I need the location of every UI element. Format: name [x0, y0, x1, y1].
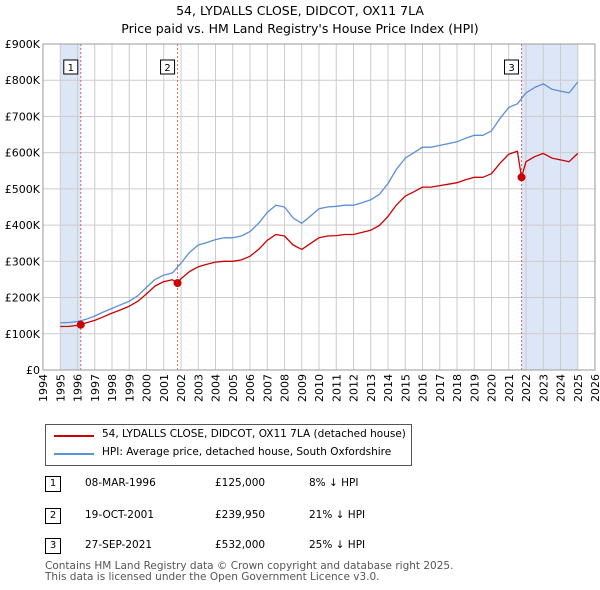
sale-date: 19-OCT-2001 [85, 509, 154, 521]
x-tick-label: 2017 [434, 374, 447, 402]
sale-number: 1 [45, 476, 61, 492]
sale-marker-box [63, 59, 79, 75]
x-tick-label: 2005 [227, 374, 240, 402]
x-tick-label: 2021 [503, 374, 516, 402]
title-line-1: 54, LYDALLS CLOSE, DIDCOT, OX11 7LA [176, 3, 424, 18]
y-tick-label: £100K [5, 328, 41, 341]
sale-marker-box [504, 59, 520, 75]
sale-price: £532,000 [215, 539, 266, 551]
y-tick-label: £800K [5, 74, 41, 87]
sale-marker-label: 2 [164, 63, 170, 74]
shaded-range [521, 44, 578, 370]
x-tick-label: 1997 [89, 374, 102, 402]
legend-swatch-property [54, 435, 94, 437]
y-tick-label: £400K [5, 219, 41, 232]
y-tick-label: £500K [5, 183, 41, 196]
y-tick-label: £900K [5, 38, 41, 51]
y-tick-label: £200K [5, 292, 41, 305]
footer: Contains HM Land Registry data © Crown c… [45, 561, 585, 583]
sale-price: £125,000 [215, 477, 266, 489]
hpi-line [60, 81, 579, 324]
sale-row: 1 08-MAR-1996 £125,000 8% ↓ HPI [45, 476, 585, 494]
x-tick-label: 2026 [589, 374, 600, 402]
x-tick-label: 2011 [330, 374, 343, 402]
x-tick-label: 2004 [210, 374, 223, 402]
x-tick-label: 2024 [555, 374, 568, 402]
x-tick-label: 1996 [72, 374, 85, 402]
chart-title: 54, LYDALLS CLOSE, DIDCOT, OX11 7LA Pric… [0, 2, 600, 38]
y-tick-label: £0 [26, 364, 40, 377]
sale-row: 3 27-SEP-2021 £532,000 25% ↓ HPI [45, 538, 585, 556]
footer-copyright: Contains HM Land Registry data © Crown c… [45, 560, 454, 572]
sale-hpi-diff: 25% ↓ HPI [309, 539, 366, 551]
x-tick-label: 2014 [382, 374, 395, 402]
legend-label-property: 54, LYDALLS CLOSE, DIDCOT, OX11 7LA (det… [102, 428, 406, 440]
x-tick-label: 2020 [486, 374, 499, 402]
x-tick-label: 1995 [54, 374, 67, 402]
x-tick-label: 2016 [417, 374, 430, 402]
x-tick-label: 2001 [158, 374, 171, 402]
x-tick-label: 1999 [123, 374, 136, 402]
sale-number: 2 [45, 508, 61, 524]
price-chart: 1 2 3 £0 £100K £200K £300K £400K £500K £600K £700K… [5, 38, 600, 402]
sale-marker-label: 1 [68, 63, 74, 74]
y-tick-label: £300K [5, 255, 41, 268]
sale-hpi-diff: 21% ↓ HPI [309, 509, 366, 521]
legend-item-hpi: HPI: Average price, detached house, Sout… [46, 445, 411, 463]
x-tick-label: 2007 [261, 374, 274, 402]
x-tick-label: 2010 [313, 374, 326, 402]
x-tick-label: 2022 [520, 374, 533, 402]
x-tick-label: 2023 [537, 374, 550, 402]
x-tick-label: 2013 [365, 374, 378, 402]
x-tick-label: 2000 [141, 374, 154, 402]
y-tick-label: £700K [5, 110, 41, 123]
legend-item-property: 54, LYDALLS CLOSE, DIDCOT, OX11 7LA (det… [46, 427, 411, 445]
x-tick-label: 2003 [192, 374, 205, 402]
shaded-range [60, 44, 81, 370]
legend: 54, LYDALLS CLOSE, DIDCOT, OX11 7LA (det… [45, 424, 412, 466]
sale-marker-box [160, 59, 176, 75]
y-tick-label: £600K [5, 147, 41, 160]
sale-date: 27-SEP-2021 [85, 539, 153, 551]
title-line-2: Price paid vs. HM Land Registry's House … [121, 21, 479, 36]
x-tick-label: 2008 [279, 374, 292, 402]
legend-label-hpi: HPI: Average price, detached house, Sout… [102, 446, 392, 458]
sale-point [173, 279, 182, 288]
x-tick-label: 2009 [296, 374, 309, 402]
sale-point [517, 173, 526, 182]
plot-border [42, 43, 596, 371]
x-tick-label: 2006 [244, 374, 257, 402]
x-tick-label: 1994 [37, 374, 50, 402]
sale-hpi-diff: 8% ↓ HPI [309, 477, 359, 489]
x-tick-label: 2002 [175, 374, 188, 402]
legend-swatch-hpi [54, 453, 94, 455]
x-tick-label: 2019 [468, 374, 481, 402]
x-tick-label: 2025 [572, 374, 585, 402]
x-tick-label: 2015 [399, 374, 412, 402]
sale-point [76, 320, 85, 329]
property-price-line [60, 150, 579, 328]
sale-date: 08-MAR-1996 [85, 477, 156, 489]
x-tick-label: 1998 [106, 374, 119, 402]
sale-price: £239,950 [215, 509, 266, 521]
x-tick-label: 2012 [348, 374, 361, 402]
sale-number: 3 [45, 538, 61, 554]
x-tick-label: 2018 [451, 374, 464, 402]
footer-licence: This data is licensed under the Open Gov… [45, 571, 380, 583]
sale-marker-label: 3 [508, 63, 514, 74]
sale-row: 2 19-OCT-2001 £239,950 21% ↓ HPI [45, 508, 585, 526]
